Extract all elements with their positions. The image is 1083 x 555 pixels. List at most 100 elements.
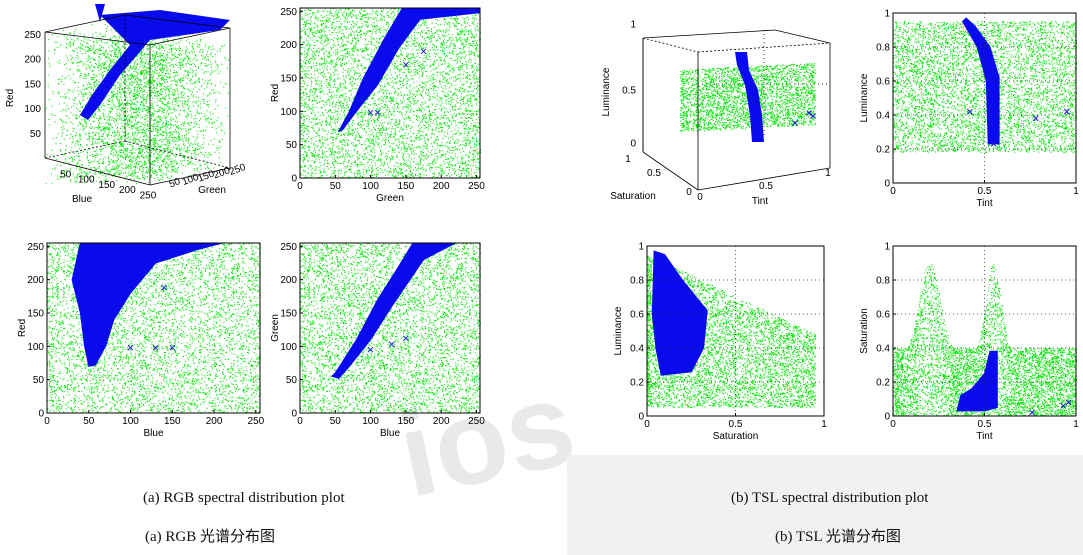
blue-region-rgb-3d	[80, 10, 230, 120]
x-tick-label: 200	[433, 181, 450, 192]
blue-region-tsl-tint-sat	[956, 350, 998, 412]
x-marker	[374, 109, 381, 116]
x-tick-label: 0	[297, 181, 303, 192]
chart-rgb-green-red: 0 50 100 150 200 250 0 50 100 150 200 250 Green Red	[270, 7, 485, 204]
y-axis-label: Luminance	[859, 73, 870, 122]
y-tick-label: 250	[280, 7, 297, 18]
x-tick-label: 1	[821, 419, 827, 430]
y-tick-label: 0	[291, 409, 297, 420]
x-marker	[388, 341, 395, 348]
x-marker	[420, 48, 427, 55]
y-tick-label: 1	[884, 242, 890, 253]
y-tick-label: 0	[638, 412, 644, 423]
cube-edge	[44, 157, 151, 186]
x-tick-label: 100	[122, 416, 139, 427]
chart-rgb-blue-red: 0 50 100 150 200 250 0 50 100 150 200 250 Blue Red	[17, 242, 265, 439]
z-tick-label: 1	[630, 20, 636, 31]
y-tick-label: 1	[884, 9, 890, 20]
y-tick-label: 0.4	[876, 344, 890, 355]
x-tick-label: 250	[468, 181, 485, 192]
y-tick-label: 100	[181, 172, 201, 188]
y-tick-label: 0	[884, 412, 890, 423]
y-tick-label: 250	[27, 242, 44, 253]
y-tick-label: 200	[280, 40, 297, 51]
caption-rgb-en: (a) RGB spectral distribution plot	[143, 490, 345, 506]
cube-edge	[44, 14, 126, 33]
cube-edge	[44, 31, 151, 46]
cube-edge	[124, 140, 231, 169]
x-tick-label: 50	[330, 416, 342, 427]
x-tick-label: 1	[825, 168, 831, 179]
axes-frame	[299, 7, 481, 179]
y-tick-label: 0.8	[876, 43, 890, 54]
z-tick-label: 150	[24, 79, 41, 90]
x-tick-label: 1	[1073, 419, 1079, 430]
x-tick-label: 250	[247, 416, 264, 427]
x-marker	[990, 141, 997, 147]
x-tick-label: 0	[644, 419, 650, 430]
axes-frame	[46, 242, 261, 414]
box-edge	[642, 37, 699, 53]
z-tick-label: 200	[24, 55, 41, 66]
y-tick-label: 0.2	[876, 145, 890, 156]
x-axis-label: Blue	[143, 428, 163, 439]
y-tick-label: 0.4	[876, 111, 890, 122]
x-tick-label: 0	[297, 416, 303, 427]
caption-tsl-zh: (b) TSL 光谱分布图	[775, 529, 901, 545]
y-tick-label: 0	[686, 187, 692, 198]
x-marker	[1063, 108, 1070, 115]
x-tick-label: 150	[164, 416, 181, 427]
x-tick-label: 200	[433, 416, 450, 427]
x-marker	[806, 110, 812, 116]
y-tick-label: 0.8	[876, 276, 890, 287]
y-tick-label: 0.2	[876, 378, 890, 389]
x-tick-label: 100	[362, 416, 379, 427]
y-tick-label: 0	[884, 179, 890, 190]
y-axis-label: Red	[17, 319, 28, 337]
green-points-rgb-green-red	[300, 7, 482, 179]
y-tick-label: 100	[280, 342, 297, 353]
cube-edge	[149, 167, 231, 186]
x-marker	[367, 346, 374, 353]
x-tick-label: 0.5	[729, 419, 743, 430]
y-tick-label: 100	[27, 342, 44, 353]
chart-rgb-blue-green: 0 50 100 150 200 250 0 50 100 150 200 250 Blue Green	[270, 242, 485, 439]
x-tick-label: 0.5	[978, 186, 992, 197]
y-tick-label: 100	[280, 107, 297, 118]
x-tick-label: 50	[83, 416, 95, 427]
x-marker	[810, 113, 816, 119]
box-edge	[642, 151, 699, 191]
x-marker	[169, 344, 176, 351]
y-tick-label: 1	[625, 154, 631, 165]
x-marker	[152, 344, 159, 351]
x-tick-label: 200	[119, 185, 136, 196]
x-axis-label: Blue	[380, 428, 400, 439]
x-axis-label: Tint	[976, 431, 993, 442]
x-tick-label: 0	[890, 186, 896, 197]
chart-tsl-tint-sat: 0 0.5 1 0 0.2 0.4 0.6 0.8 1 Tint Saturation	[859, 242, 1079, 443]
y-tick-label: 200	[280, 275, 297, 286]
y-tick-label: 150	[27, 309, 44, 320]
x-marker	[367, 109, 374, 116]
x-tick-label: 50	[330, 181, 342, 192]
y-axis-label: Green	[270, 314, 281, 342]
z-tick-label: 100	[24, 104, 41, 115]
y-axis-label: Saturation	[859, 308, 870, 354]
x-marker	[161, 284, 167, 291]
caption-tsl-en: (b) TSL spectral distribution plot	[731, 490, 929, 506]
box-edge	[642, 29, 776, 39]
x-tick-label: 50	[60, 169, 72, 180]
x-tick-label: 1	[1073, 186, 1079, 197]
x-tick-label: 0.5	[978, 419, 992, 430]
blue-region-tsl-3d	[735, 52, 764, 142]
y-axis-label: Saturation	[610, 191, 656, 202]
y-tick-label: 0	[38, 409, 44, 420]
z-axis-label: Red	[5, 89, 16, 107]
x-marker	[1032, 115, 1039, 122]
y-tick-label: 50	[33, 375, 45, 386]
x-marker	[127, 344, 134, 351]
x-tick-label: 0	[890, 419, 896, 430]
z-tick-label: 250	[24, 30, 41, 41]
x-tick-label: 250	[140, 190, 157, 201]
